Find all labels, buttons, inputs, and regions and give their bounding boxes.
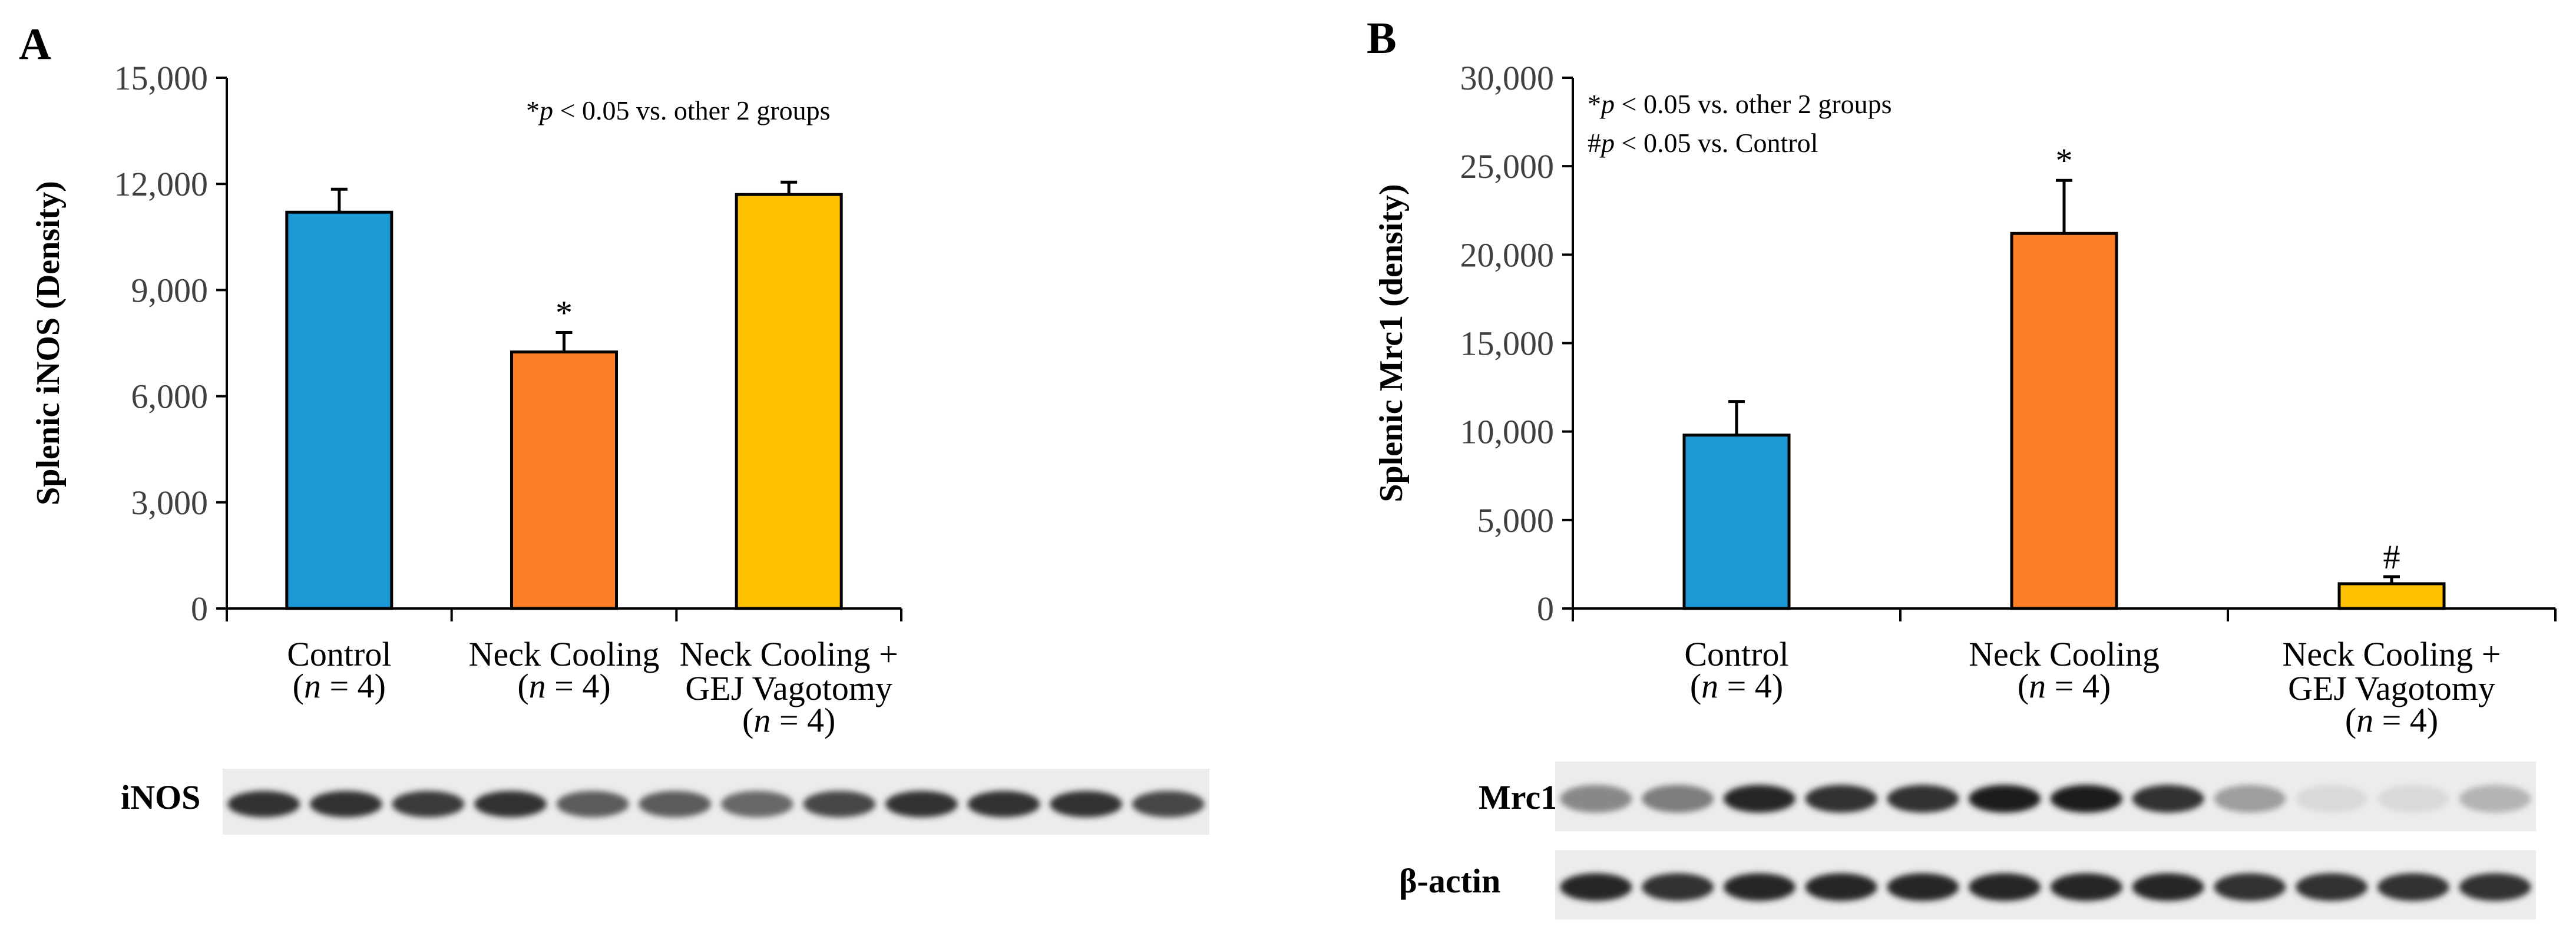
- blot-band: [1969, 873, 2041, 901]
- significance-note: #p < 0.05 vs. Control: [1588, 128, 1818, 158]
- y-tick-label: 5,000: [1477, 501, 1555, 540]
- blot-band: [227, 791, 300, 818]
- blot-band: [1132, 791, 1205, 818]
- blot-band: [1642, 785, 1714, 813]
- blot-band: [2377, 873, 2449, 901]
- y-tick-label: 12,000: [114, 165, 209, 203]
- blot-band: [1723, 873, 1795, 901]
- blot-band: [1560, 873, 1632, 901]
- blot-band: [2296, 785, 2368, 813]
- blot-background: [1555, 762, 2536, 831]
- panel-letter: B: [1367, 14, 1397, 63]
- blot-background: [1555, 850, 2536, 920]
- y-tick-label: 25,000: [1460, 147, 1555, 186]
- x-category-n: (n = 4): [2018, 667, 2111, 705]
- bar: [2010, 231, 2118, 610]
- panel-letter: A: [19, 19, 51, 69]
- x-category-n: (n = 4): [1690, 667, 1783, 705]
- significance-marker: #: [2383, 538, 2400, 576]
- blot-band: [1050, 791, 1123, 818]
- panel-a: A 0 3,000 6,000 9,000 12,000 15,000 Splenic iNO…: [19, 19, 1209, 835]
- blot-band: [720, 791, 793, 818]
- x-category-label: GEJ Vagotomy: [685, 669, 892, 707]
- blot-band: [1723, 785, 1795, 813]
- x-category-n: (n = 4): [517, 667, 610, 705]
- blot-band: [1887, 873, 1959, 901]
- x-category-n: (n = 4): [293, 667, 386, 705]
- y-tick-label: 3,000: [131, 484, 209, 522]
- bar: [285, 210, 393, 610]
- blot-band: [2214, 785, 2286, 813]
- blot-band: [2377, 785, 2449, 813]
- blot-band: [2050, 873, 2122, 901]
- panel-b: B 0 5,000 10,000 15,000 20,000 25,000 30,000 Spl…: [1367, 14, 2557, 920]
- blot-label: Mrc1: [1479, 778, 1557, 816]
- blot-band: [967, 791, 1040, 818]
- x-category-label: Control: [287, 635, 391, 673]
- x-category-label: Neck Cooling +: [2283, 635, 2501, 673]
- blot-background: [223, 769, 1209, 835]
- y-tick-label: 15,000: [1460, 325, 1555, 363]
- blot-label: iNOS: [121, 778, 200, 816]
- x-category-label: GEJ Vagotomy: [2288, 669, 2495, 707]
- bar: [735, 193, 843, 610]
- y-tick-label: 6,000: [131, 378, 209, 416]
- blot-band: [1642, 873, 1714, 901]
- blot-band: [1887, 785, 1959, 813]
- y-tick-label: 0: [1537, 590, 1554, 628]
- x-category-label: Neck Cooling: [1969, 635, 2160, 673]
- x-category-n: (n = 4): [2345, 701, 2438, 739]
- y-tick-label: 10,000: [1460, 413, 1555, 451]
- bar: [2337, 582, 2446, 610]
- blot-band: [474, 791, 547, 818]
- y-tick-label: 30,000: [1460, 59, 1555, 97]
- y-tick-label: 0: [191, 590, 208, 628]
- significance-note: *p < 0.05 vs. other 2 groups: [1588, 89, 1892, 119]
- x-category-label: Control: [1684, 635, 1788, 673]
- x-category-label: Neck Cooling: [469, 635, 660, 673]
- x-category-n: (n = 4): [742, 701, 835, 739]
- blot-band: [2296, 873, 2368, 901]
- blot-band: [2132, 873, 2204, 901]
- blot-band: [803, 791, 876, 818]
- blot-band: [556, 791, 629, 818]
- significance-marker: *: [555, 293, 573, 332]
- blot-band: [885, 791, 958, 818]
- y-tick-label: 20,000: [1460, 236, 1555, 274]
- blot-label: β-actin: [1399, 862, 1500, 900]
- x-category-label: Neck Cooling +: [680, 635, 898, 673]
- y-tick-label: 9,000: [131, 271, 209, 309]
- blot-band: [639, 791, 712, 818]
- blot-band: [2132, 785, 2204, 813]
- y-axis-label: Splenic iNOS (Density): [30, 181, 67, 505]
- blot-band: [1969, 785, 2041, 813]
- blot-band: [2214, 873, 2286, 901]
- blot-band: [392, 791, 465, 818]
- blot-band: [2459, 785, 2531, 813]
- bar: [510, 350, 618, 610]
- blot-band: [2050, 785, 2122, 813]
- blot-band: [1805, 873, 1877, 901]
- blot-band: [1560, 785, 1632, 813]
- blot-band: [309, 791, 382, 818]
- significance-note: *p < 0.05 vs. other 2 groups: [526, 95, 831, 125]
- y-tick-label: 15,000: [114, 59, 209, 97]
- y-axis-label: Splenic Mrc1 (density): [1373, 184, 1410, 502]
- blot-band: [1805, 785, 1877, 813]
- bar: [1682, 434, 1791, 610]
- significance-marker: *: [2056, 141, 2073, 180]
- blot-band: [2459, 873, 2531, 901]
